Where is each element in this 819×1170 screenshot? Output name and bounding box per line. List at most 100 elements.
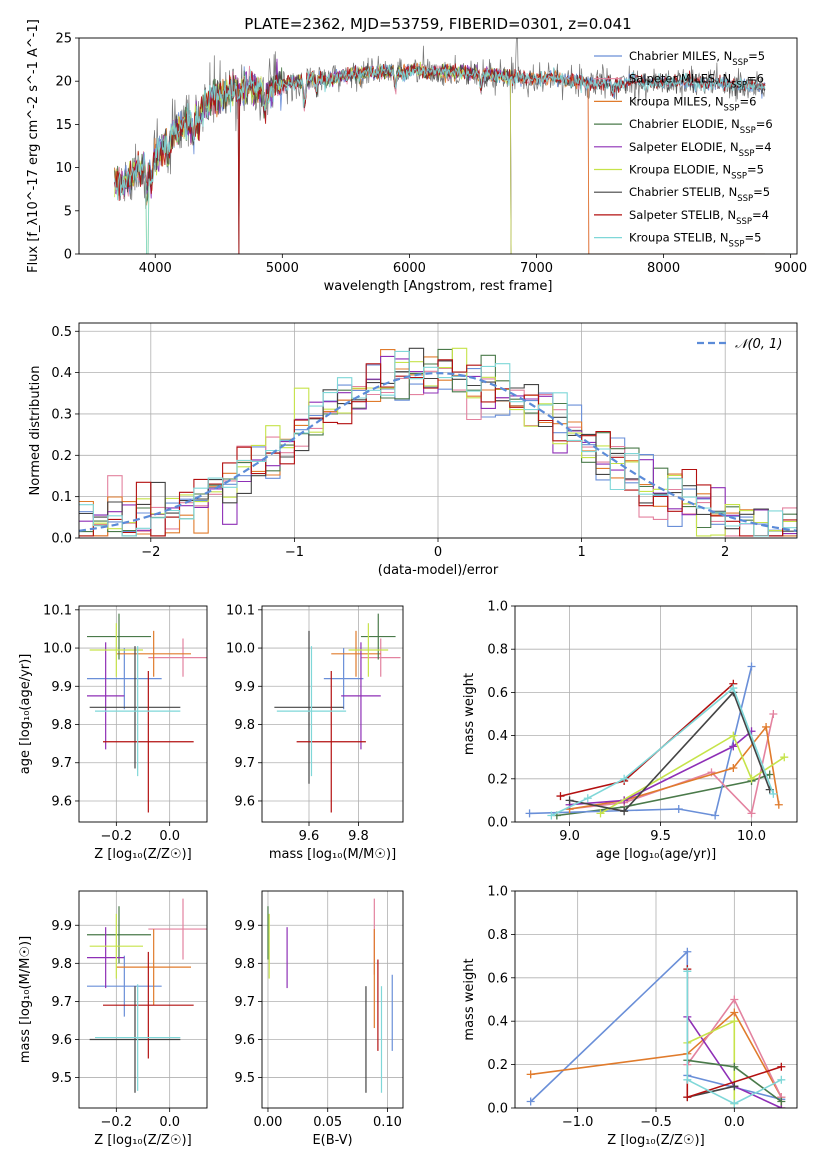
y-tick-label: 9.7 — [51, 995, 72, 1010]
series-line — [569, 713, 775, 816]
plot-area — [87, 613, 207, 813]
y-tick-label: 0.0 — [487, 816, 508, 831]
legend-suffix: =6 — [747, 72, 764, 86]
plot-area — [274, 613, 401, 813]
series-line — [569, 730, 753, 806]
y-tick-label: 10.0 — [226, 642, 255, 657]
axes-frame — [78, 322, 798, 539]
y-tick-label: 10 — [55, 161, 72, 176]
y-tick-label: 10.0 — [43, 642, 72, 657]
y-tick-label: 9.9 — [51, 680, 72, 695]
axes-frame — [78, 890, 208, 1109]
y-tick-label: 9.6 — [51, 794, 72, 809]
y-axis-label: age [log₁₀(age/yr)] — [18, 654, 33, 775]
x-tick-label: 7000 — [520, 261, 553, 276]
model-spectrum-line — [114, 62, 512, 254]
x-tick-label: 0 — [434, 545, 442, 560]
y-axis-label: mass weight — [462, 958, 477, 1040]
legend-entry: Chabrier STELIB, NSSP=5 — [629, 185, 770, 204]
data-point-marker — [526, 1070, 535, 1079]
y-tick-label: 0.2 — [51, 449, 72, 464]
y-tick-label: 9.8 — [234, 718, 255, 733]
legend-label: Kroupa MILES, N — [629, 94, 724, 108]
legend-entry: Kroupa MILES, NSSP=6 — [629, 94, 756, 113]
data-point-marker — [729, 684, 738, 693]
x-tick-label: 0.0 — [159, 829, 180, 844]
panel-residuals: −2 −1 0 1 2 0.0 0.1 0.2 0.3 0.4 0.5 (data-model)/er… — [28, 322, 798, 578]
model-spectrum-line — [114, 61, 512, 254]
legend-entry: Kroupa ELODIE, NSSP=5 — [629, 163, 764, 182]
x-tick-label: 9.6 — [299, 829, 320, 844]
y-axis-label: mass [log₁₀(M/M☉)] — [18, 936, 33, 1063]
data-point-marker — [547, 811, 556, 820]
x-axis-label: Z [log₁₀(Z/Z☉)] — [607, 1133, 704, 1148]
model-spectrum-line — [114, 58, 512, 254]
data-point-marker — [774, 800, 783, 809]
panel-Z_mass: −0.2 0.0 9.5 9.6 9.7 9.8 9.9 Z [log₁₀(Z/Z☉)] mas… — [18, 890, 208, 1148]
legend-entry: Chabrier MILES, NSSP=5 — [629, 49, 765, 68]
plot-area — [526, 947, 786, 1108]
model-spectrum-line — [114, 64, 766, 254]
y-tick-label: 9.9 — [234, 919, 255, 934]
y-tick-label: 0.8 — [487, 643, 508, 658]
histogram-step-line — [79, 349, 797, 537]
x-axis-label: E(B-V) — [312, 1133, 352, 1148]
data-point-marker — [620, 774, 629, 783]
y-tick-label: 0.6 — [487, 686, 508, 701]
legend-suffix: =5 — [744, 231, 761, 245]
panel-age_weight: 9.0 9.5 10.0 0.0 0.2 0.4 0.6 0.8 1.0 age [log₁₀(a… — [462, 600, 798, 862]
data-point-marker — [747, 662, 756, 671]
x-axis-label: (data-model)/error — [378, 563, 499, 578]
legend-entry: Kroupa STELIB, NSSP=5 — [629, 231, 761, 250]
legend-entry: Chabrier ELODIE, NSSP=6 — [629, 117, 773, 136]
x-tick-label: −0.2 — [101, 829, 133, 844]
y-tick-label: 25 — [55, 32, 72, 47]
legend-subscript: SSP — [739, 149, 755, 159]
y-tick-label: 0.0 — [51, 532, 72, 547]
data-point-marker — [730, 1099, 739, 1108]
series-line — [560, 683, 734, 797]
y-axis-label: mass weight — [462, 673, 477, 755]
y-tick-label: 9.7 — [234, 995, 255, 1010]
chart-title: PLATE=2362, MJD=53759, FIBERID=0301, z=0… — [244, 15, 631, 33]
y-tick-label: 9.9 — [51, 919, 72, 934]
y-tick-label: 0.3 — [51, 407, 72, 422]
plot-area — [79, 347, 797, 537]
x-axis-label: mass [log₁₀(M/M☉)] — [269, 847, 396, 862]
series-line — [600, 734, 785, 815]
axes-frame — [261, 890, 404, 1109]
legend-subscript: SSP — [729, 240, 745, 250]
y-tick-label: 10.1 — [226, 603, 255, 618]
x-tick-label: −0.2 — [101, 1115, 133, 1130]
y-tick-label: 9.8 — [234, 957, 255, 972]
x-tick-label: 0.05 — [313, 1115, 342, 1130]
data-point-marker — [525, 809, 534, 818]
data-point-marker — [765, 770, 774, 779]
data-point-marker — [730, 1017, 739, 1026]
y-tick-label: 9.5 — [51, 1071, 72, 1086]
data-point-marker — [730, 1008, 739, 1017]
y-tick-label: 1.0 — [487, 885, 508, 900]
panel-EBV_mass: 0.00 0.05 0.10 9.5 9.6 9.7 9.8 9.9 E(B-V) — [234, 890, 404, 1148]
panel-spectrum: 4000 5000 6000 7000 8000 9000 0 5 10 15 20 25 wavele… — [26, 15, 807, 294]
legend-subscript: SSP — [731, 172, 747, 182]
data-point-marker — [777, 1075, 786, 1084]
data-point-marker — [526, 1097, 535, 1106]
axes-frame — [514, 890, 798, 1109]
legend-label: Chabrier MILES, N — [629, 49, 732, 63]
y-tick-label: 0.4 — [487, 1015, 508, 1030]
y-tick-label: 9.5 — [234, 1071, 255, 1086]
data-point-marker — [583, 794, 592, 803]
x-tick-label: 0.0 — [724, 1115, 745, 1130]
x-tick-label: 4000 — [139, 261, 172, 276]
y-axis-label: Normed distribution — [28, 366, 43, 496]
panel-mass_age: 9.6 9.8 9.6 9.7 9.8 9.9 10.0 10.1 mass [log₁₀(M/… — [226, 603, 404, 862]
legend-subscript: SSP — [736, 217, 752, 227]
y-tick-label: 0.5 — [51, 325, 72, 340]
data-point-marker — [730, 995, 739, 1004]
data-point-marker — [729, 764, 738, 772]
x-tick-label: 9000 — [774, 261, 807, 276]
y-tick-label: 0.1 — [51, 490, 72, 505]
y-tick-label: 0.0 — [487, 1102, 508, 1117]
